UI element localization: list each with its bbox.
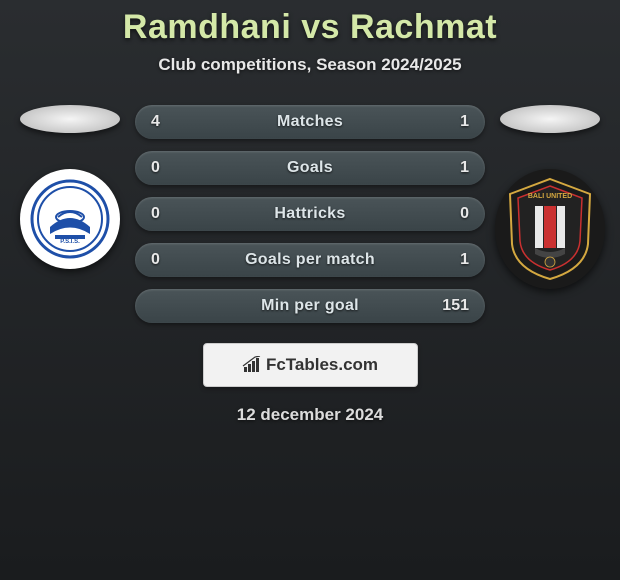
stat-row: 0 Hattricks 0 — [135, 197, 485, 231]
stat-right-value: 1 — [439, 113, 469, 131]
stat-right-value: 1 — [439, 251, 469, 269]
stat-label: Hattricks — [135, 205, 485, 223]
date-text: 12 december 2024 — [0, 405, 620, 425]
stat-label: Goals — [135, 159, 485, 177]
stat-right-value: 0 — [439, 205, 469, 223]
subtitle: Club competitions, Season 2024/2025 — [0, 55, 620, 75]
left-team-badge: P.S.I.S. — [20, 169, 120, 269]
svg-text:P.S.I.S.: P.S.I.S. — [60, 239, 80, 245]
stat-label: Min per goal — [135, 297, 485, 315]
stat-right-value: 151 — [439, 297, 469, 315]
stat-left-value: 0 — [151, 251, 181, 269]
stat-label: Matches — [135, 113, 485, 131]
left-player-ellipse — [20, 105, 120, 133]
stat-left-value: 0 — [151, 159, 181, 177]
left-player-col: P.S.I.S. — [15, 105, 125, 269]
stat-row: 0 Goals per match 1 — [135, 243, 485, 277]
bali-united-badge-icon: BALI UNITED — [500, 174, 600, 284]
stat-left-value: 4 — [151, 113, 181, 131]
comparison-row: P.S.I.S. 4 Matches 1 0 Goals 1 0 Hattric… — [0, 105, 620, 323]
stat-row: Min per goal 151 — [135, 289, 485, 323]
right-player-col: BALI UNITED — [495, 105, 605, 289]
stat-row: 0 Goals 1 — [135, 151, 485, 185]
page-title: Ramdhani vs Rachmat — [0, 8, 620, 47]
stat-left-value: 0 — [151, 205, 181, 223]
watermark-text: FcTables.com — [266, 355, 378, 375]
right-player-ellipse — [500, 105, 600, 133]
watermark-box: FcTables.com — [203, 343, 418, 387]
stat-right-value: 1 — [439, 159, 469, 177]
stat-label: Goals per match — [135, 251, 485, 269]
psis-badge-icon: P.S.I.S. — [30, 179, 110, 259]
stat-row: 4 Matches 1 — [135, 105, 485, 139]
chart-icon — [242, 356, 262, 374]
stats-column: 4 Matches 1 0 Goals 1 0 Hattricks 0 0 Go… — [135, 105, 485, 323]
svg-text:BALI UNITED: BALI UNITED — [528, 193, 572, 200]
right-team-badge: BALI UNITED — [495, 169, 605, 289]
